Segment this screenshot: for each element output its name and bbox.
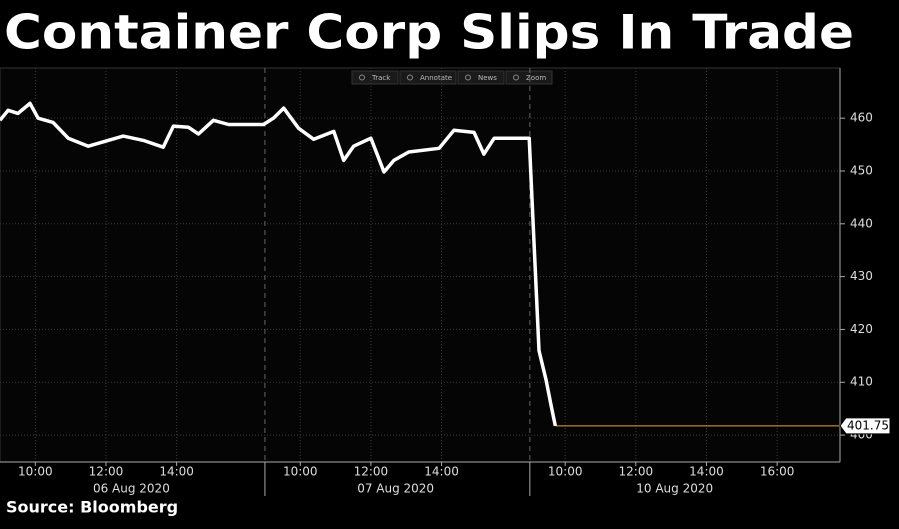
x-tick-label: 14:00 xyxy=(689,465,724,479)
y-tick-label: 430 xyxy=(850,269,873,283)
source: Source: Bloomberg xyxy=(6,498,178,517)
toolbar-button[interactable] xyxy=(505,70,553,85)
x-tick-label: 12:00 xyxy=(354,465,389,479)
x-tick-label: 14:00 xyxy=(159,465,194,479)
toolbar-button[interactable] xyxy=(351,70,399,85)
day-label: 10 Aug 2020 xyxy=(636,482,713,496)
x-tick-label: 14:00 xyxy=(424,465,459,479)
x-tick-label: 12:00 xyxy=(619,465,654,479)
toolbar-label[interactable]: Annotate xyxy=(420,74,452,82)
x-tick-label: 10:00 xyxy=(548,465,583,479)
toolbar-label[interactable]: Zoom xyxy=(526,74,546,82)
x-tick-label: 10:00 xyxy=(18,465,53,479)
day-label: 06 Aug 2020 xyxy=(93,482,170,496)
y-tick-label: 410 xyxy=(850,375,873,389)
day-label: 07 Aug 2020 xyxy=(357,482,434,496)
chart-title: Container Corp Slips In Trade xyxy=(4,6,854,61)
y-tick-label: 440 xyxy=(850,216,873,230)
toolbar-icon xyxy=(513,74,519,81)
last-value-box xyxy=(839,417,891,435)
x-tick-label: 12:00 xyxy=(89,465,124,479)
price-line xyxy=(0,101,558,427)
last-value-label: 401.75 xyxy=(847,418,889,432)
y-tick-label: 450 xyxy=(850,163,873,177)
x-tick-label: 10:00 xyxy=(283,465,318,479)
toolbar-label[interactable]: Track xyxy=(371,74,391,82)
y-tick-label: 420 xyxy=(850,322,873,336)
toolbar-icon xyxy=(465,74,471,81)
toolbar-icon xyxy=(359,74,365,81)
plot-area xyxy=(0,67,841,463)
toolbar-icon xyxy=(407,74,413,81)
y-tick-label: 460 xyxy=(850,111,873,125)
x-tick-label: 16:00 xyxy=(760,465,795,479)
toolbar-button[interactable] xyxy=(457,70,505,85)
toolbar-label[interactable]: News xyxy=(478,74,497,82)
